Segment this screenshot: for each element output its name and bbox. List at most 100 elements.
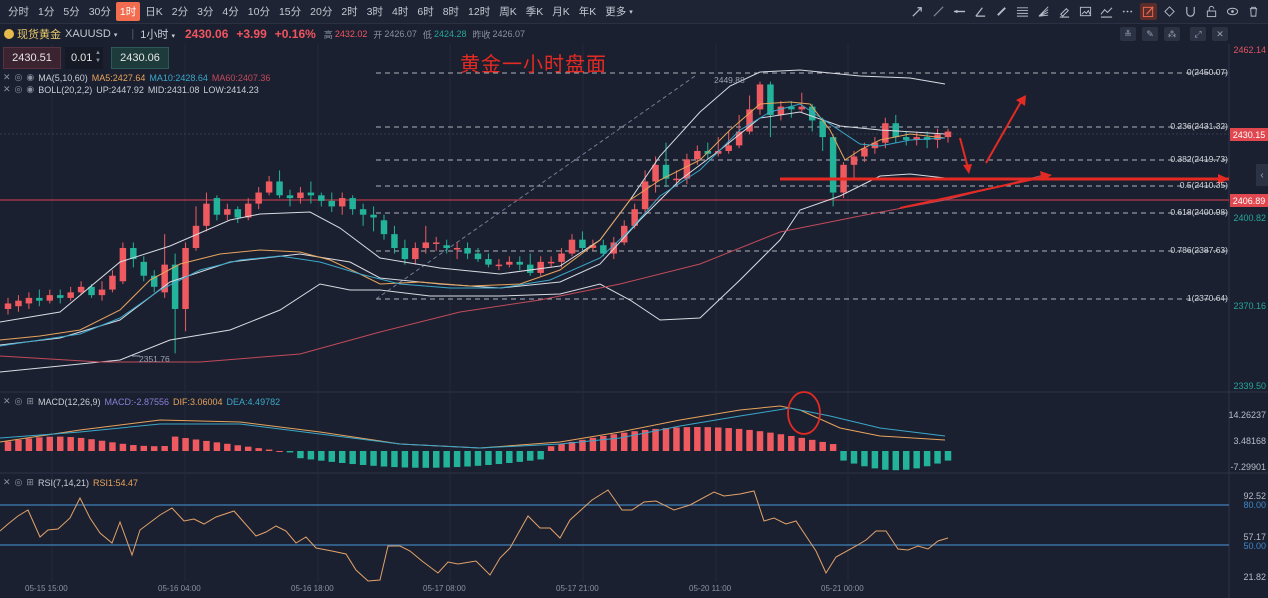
close-icon[interactable]: ✕ xyxy=(3,477,11,487)
close-icon[interactable]: ✕ xyxy=(3,72,11,82)
timeframe-tab[interactable]: 6时 xyxy=(417,6,434,18)
eraser-icon[interactable] xyxy=(1161,3,1178,20)
magnet-icon[interactable] xyxy=(1182,3,1199,20)
ma-legend: ✕ ◎ ◉ MA(5,10,60) MA5:2427.64 MA10:2428.… xyxy=(3,72,270,83)
stepper-arrows-icon[interactable]: ▲ ▼ xyxy=(95,50,101,64)
timeframe-tab[interactable]: 30分 xyxy=(88,6,111,18)
settings-icon[interactable]: ◎ xyxy=(14,477,23,487)
timeframe-tab[interactable]: 10分 xyxy=(247,6,270,18)
current-price-tag: 2430.15 xyxy=(1230,128,1268,141)
timeframe-tab[interactable]: 年K xyxy=(578,6,597,18)
fib-table-icon[interactable] xyxy=(1014,3,1031,20)
close-icon[interactable]: ✕ xyxy=(3,84,11,94)
time-axis-tick: 05-21 00:00 xyxy=(821,584,864,593)
eye-icon[interactable]: ◉ xyxy=(26,84,35,94)
panel-tools: ≚ ✎ ⁂ ⤢ ✕ xyxy=(1120,27,1228,41)
high-value: 2432.02 xyxy=(334,29,368,39)
y-axis-max: 2462.14 xyxy=(1233,45,1266,55)
time-axis-tick: 05-15 15:00 xyxy=(25,584,68,593)
indicator-icon[interactable]: ≚ xyxy=(1120,27,1136,41)
y-axis-tick: 2370.16 xyxy=(1233,301,1266,311)
timeframe-tab[interactable]: 月K xyxy=(552,6,570,18)
ma5-value: MA5:2427.64 xyxy=(91,72,146,83)
timeframe-tab[interactable]: 8时 xyxy=(442,6,460,18)
lock-icon[interactable] xyxy=(1203,3,1220,20)
prev-close-value: 2426.07 xyxy=(492,29,526,39)
trend-angle-icon[interactable] xyxy=(972,3,989,20)
timeframe-tab[interactable]: 4分 xyxy=(222,6,239,18)
gold-coin-icon xyxy=(4,29,14,39)
time-axis-tick: 05-17 08:00 xyxy=(423,584,466,593)
settings-icon[interactable]: ◎ xyxy=(14,396,23,406)
quantity-value: 0.01 xyxy=(71,52,93,64)
interval-select[interactable]: 1小时 ▾ xyxy=(140,26,175,42)
interval-text: 1小时 xyxy=(140,29,169,41)
expand-icon[interactable]: ⤢ xyxy=(1190,27,1206,41)
timeframe-tab[interactable]: 1时 xyxy=(115,2,141,21)
timeframe-tab[interactable]: 日K xyxy=(145,6,163,18)
timeframe-tab[interactable]: 2时 xyxy=(341,6,358,18)
time-axis-tick: 05-20 11:00 xyxy=(689,584,732,593)
close-icon[interactable]: ✕ xyxy=(1212,27,1228,41)
ray-icon[interactable] xyxy=(930,3,947,20)
settings-icon[interactable]: ◎ xyxy=(14,72,23,82)
boll-low: LOW:2414.23 xyxy=(203,84,259,95)
low-label: 低 xyxy=(422,29,432,40)
rsi1-value: RSI1:54.47 xyxy=(92,477,139,488)
quantity-stepper[interactable]: 0.01 ▲ ▼ xyxy=(65,47,103,69)
edit-active-icon[interactable] xyxy=(1140,3,1157,20)
symbol-name-cn[interactable]: 现货黄金 xyxy=(17,29,61,41)
expand-box-icon[interactable]: ⊞ xyxy=(26,396,34,406)
timeframe-tab[interactable]: 更多 xyxy=(605,6,627,18)
image-icon[interactable] xyxy=(1077,3,1094,20)
timeframe-tab[interactable]: 1分 xyxy=(38,6,55,18)
timeframe-tab[interactable]: 20分 xyxy=(310,6,333,18)
eye-icon[interactable]: ◉ xyxy=(26,72,35,82)
timeframe-tab[interactable]: 4时 xyxy=(392,6,409,18)
timeframe-tab[interactable]: 季K xyxy=(525,6,544,18)
collapse-panel-icon[interactable]: ‹ xyxy=(1256,164,1268,186)
close-icon[interactable]: ✕ xyxy=(3,396,11,406)
sell-price-button[interactable]: 2430.51 xyxy=(3,47,61,69)
arrow-icon[interactable] xyxy=(909,3,926,20)
timeframe-tab[interactable]: 5分 xyxy=(63,6,80,18)
compare-icon[interactable]: ⁂ xyxy=(1164,27,1180,41)
eye-icon[interactable] xyxy=(1224,3,1241,20)
horizontal-line-icon[interactable] xyxy=(951,3,968,20)
trash-icon[interactable] xyxy=(1245,3,1262,20)
fan-icon[interactable] xyxy=(1035,3,1052,20)
rsi-axis-tick: 57.17 xyxy=(1243,532,1266,542)
timeframe-tab[interactable]: 3时 xyxy=(366,6,384,18)
price-change: +3.99 xyxy=(236,27,267,41)
ma10-value: MA10:2428.64 xyxy=(149,72,208,83)
pen-icon[interactable] xyxy=(993,3,1010,20)
timeframe-tab[interactable]: 分时 xyxy=(8,6,29,18)
chart-line-icon[interactable] xyxy=(1098,3,1115,20)
macd-axis-tick: -7.29901 xyxy=(1230,462,1266,472)
timeframe-tab[interactable]: 3分 xyxy=(197,6,214,18)
timeframe-tab[interactable]: 15分 xyxy=(278,6,302,18)
draw-icon[interactable]: ✎ xyxy=(1142,27,1158,41)
macd-axis-tick: 3.48168 xyxy=(1233,436,1266,446)
expand-box-icon[interactable]: ⊞ xyxy=(26,477,34,487)
time-axis-tick: 05-17 21:00 xyxy=(556,584,599,593)
timeframe-tab[interactable]: 12时 xyxy=(468,6,491,18)
settings-icon[interactable]: ◎ xyxy=(14,84,23,94)
more-icon[interactable] xyxy=(1119,3,1136,20)
brush-icon[interactable] xyxy=(1056,3,1073,20)
timeframe-tab[interactable]: 周K xyxy=(499,6,517,18)
symbol-code[interactable]: XAUUSD ▾ xyxy=(65,28,117,40)
boll-up: UP:2447.92 xyxy=(96,84,144,95)
boll-name: BOLL(20,2,2) xyxy=(38,84,93,95)
time-axis-tick: 05-16 18:00 xyxy=(291,584,334,593)
ma60-value: MA60:2407.36 xyxy=(211,72,271,83)
fib-level-label: 1(2370.64) xyxy=(1186,293,1228,303)
fib-level-label: 0.382(2419.73) xyxy=(1170,154,1228,164)
rsi-axis-tick: 80.00 xyxy=(1243,500,1266,510)
y-axis-min: 2339.50 xyxy=(1233,381,1266,391)
timeframe-list: 分时 1分 5分 30分 1时 日K 2分 3分 4分 10分 15分 20分 2时 3时 4时 6时 8时 12… xyxy=(0,2,633,21)
swing-high-label: 2449.88 xyxy=(714,75,745,85)
buy-price-button[interactable]: 2430.06 xyxy=(111,47,169,69)
timeframe-tab[interactable]: 2分 xyxy=(171,6,189,18)
